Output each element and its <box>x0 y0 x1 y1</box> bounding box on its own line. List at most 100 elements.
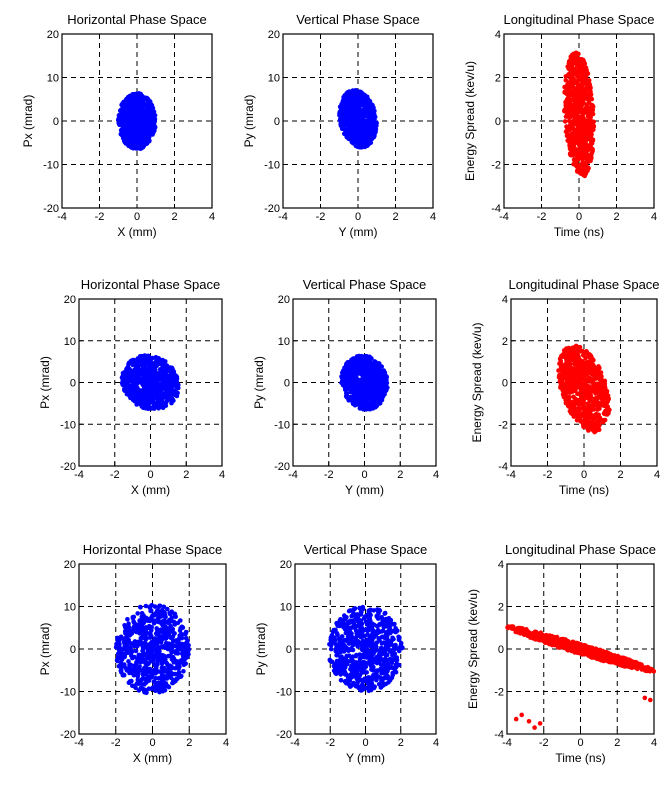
x-tick-label: -2 <box>111 737 121 749</box>
data-point <box>351 122 356 128</box>
data-point <box>584 120 589 125</box>
data-point <box>180 625 186 630</box>
data-point <box>595 426 601 432</box>
x-tick-label: -2 <box>95 211 105 223</box>
y-tick-label: -10 <box>274 419 290 431</box>
x-tick-label: -4 <box>499 211 509 223</box>
data-point <box>138 93 143 99</box>
data-point <box>170 629 175 634</box>
data-point <box>138 144 143 150</box>
y-axis-label: Px (mrad) <box>38 623 52 676</box>
data-point <box>145 406 151 412</box>
y-tick-label: 0 <box>274 116 280 128</box>
data-point <box>601 411 607 416</box>
data-point <box>374 373 380 378</box>
data-point <box>134 625 139 630</box>
data-point <box>579 103 584 108</box>
data-point <box>579 70 585 75</box>
data-point <box>149 672 155 677</box>
data-point <box>580 161 586 167</box>
data-point <box>183 655 189 661</box>
data-point <box>131 374 136 380</box>
data-point <box>168 672 173 677</box>
data-point <box>589 388 594 393</box>
data-point <box>146 104 152 109</box>
data-point <box>123 631 128 636</box>
y-tick-label: -2 <box>498 419 508 431</box>
data-point <box>127 112 133 118</box>
data-point <box>144 670 150 675</box>
data-point <box>570 366 575 372</box>
data-point <box>567 109 573 115</box>
data-point <box>574 61 580 66</box>
data-point <box>116 637 121 643</box>
data-point <box>346 113 352 119</box>
x-tick-label: 0 <box>147 469 153 481</box>
data-point <box>339 103 345 108</box>
data-point <box>580 157 586 162</box>
data-point <box>167 373 172 379</box>
data-point <box>172 622 178 627</box>
data-point <box>577 344 583 350</box>
data-point <box>146 646 151 652</box>
data-point <box>161 401 166 407</box>
data-point <box>582 419 587 424</box>
data-point <box>151 121 157 127</box>
data-point <box>563 397 569 402</box>
data-point <box>128 144 134 150</box>
data-point <box>338 677 344 683</box>
data-point <box>577 86 582 92</box>
plot-title: Longitudinal Phase Space <box>508 277 659 292</box>
data-point <box>146 642 151 648</box>
data-point <box>137 664 142 669</box>
data-point <box>125 624 130 629</box>
data-point <box>591 407 596 412</box>
data-point <box>606 396 611 401</box>
data-point <box>131 127 137 133</box>
data-point <box>359 124 365 130</box>
data-point <box>144 358 149 363</box>
plot-title: Longitudinal Phase Space <box>503 12 654 27</box>
data-point <box>148 630 153 636</box>
data-point <box>149 602 155 608</box>
data-point <box>148 364 153 370</box>
y-tick-label: 10 <box>64 336 76 348</box>
data-point <box>585 396 591 401</box>
x-tick-label: -2 <box>324 469 334 481</box>
data-point <box>584 91 590 97</box>
data-point <box>352 396 357 402</box>
data-point <box>135 363 141 369</box>
data-point <box>356 106 362 111</box>
data-point <box>356 144 361 150</box>
data-point <box>590 111 596 117</box>
data-point <box>141 139 146 144</box>
data-point <box>145 616 150 622</box>
data-point <box>342 120 348 125</box>
data-point <box>340 380 345 386</box>
data-point <box>571 108 577 113</box>
x-tick-label: 4 <box>209 211 215 223</box>
y-tick-label: 4 <box>502 294 508 306</box>
data-point <box>566 383 572 389</box>
data-point <box>140 388 145 393</box>
data-point <box>566 66 571 71</box>
scatter-points <box>116 91 158 151</box>
scatter-points <box>119 353 181 412</box>
data-point <box>154 650 159 656</box>
data-point <box>124 107 129 112</box>
data-point <box>137 376 143 381</box>
data-point <box>129 670 134 676</box>
y-tick-label: -20 <box>274 461 290 473</box>
data-point <box>166 684 172 690</box>
data-point <box>125 386 130 392</box>
data-point <box>573 147 578 152</box>
x-tick-label: 4 <box>433 469 439 481</box>
data-point <box>562 366 568 372</box>
x-axis-label: Time (ns) <box>559 483 609 497</box>
data-point <box>573 122 579 127</box>
data-point <box>371 134 377 140</box>
data-point <box>564 357 569 363</box>
data-point <box>358 388 364 394</box>
y-axis-label: Py (mrad) <box>242 95 256 148</box>
